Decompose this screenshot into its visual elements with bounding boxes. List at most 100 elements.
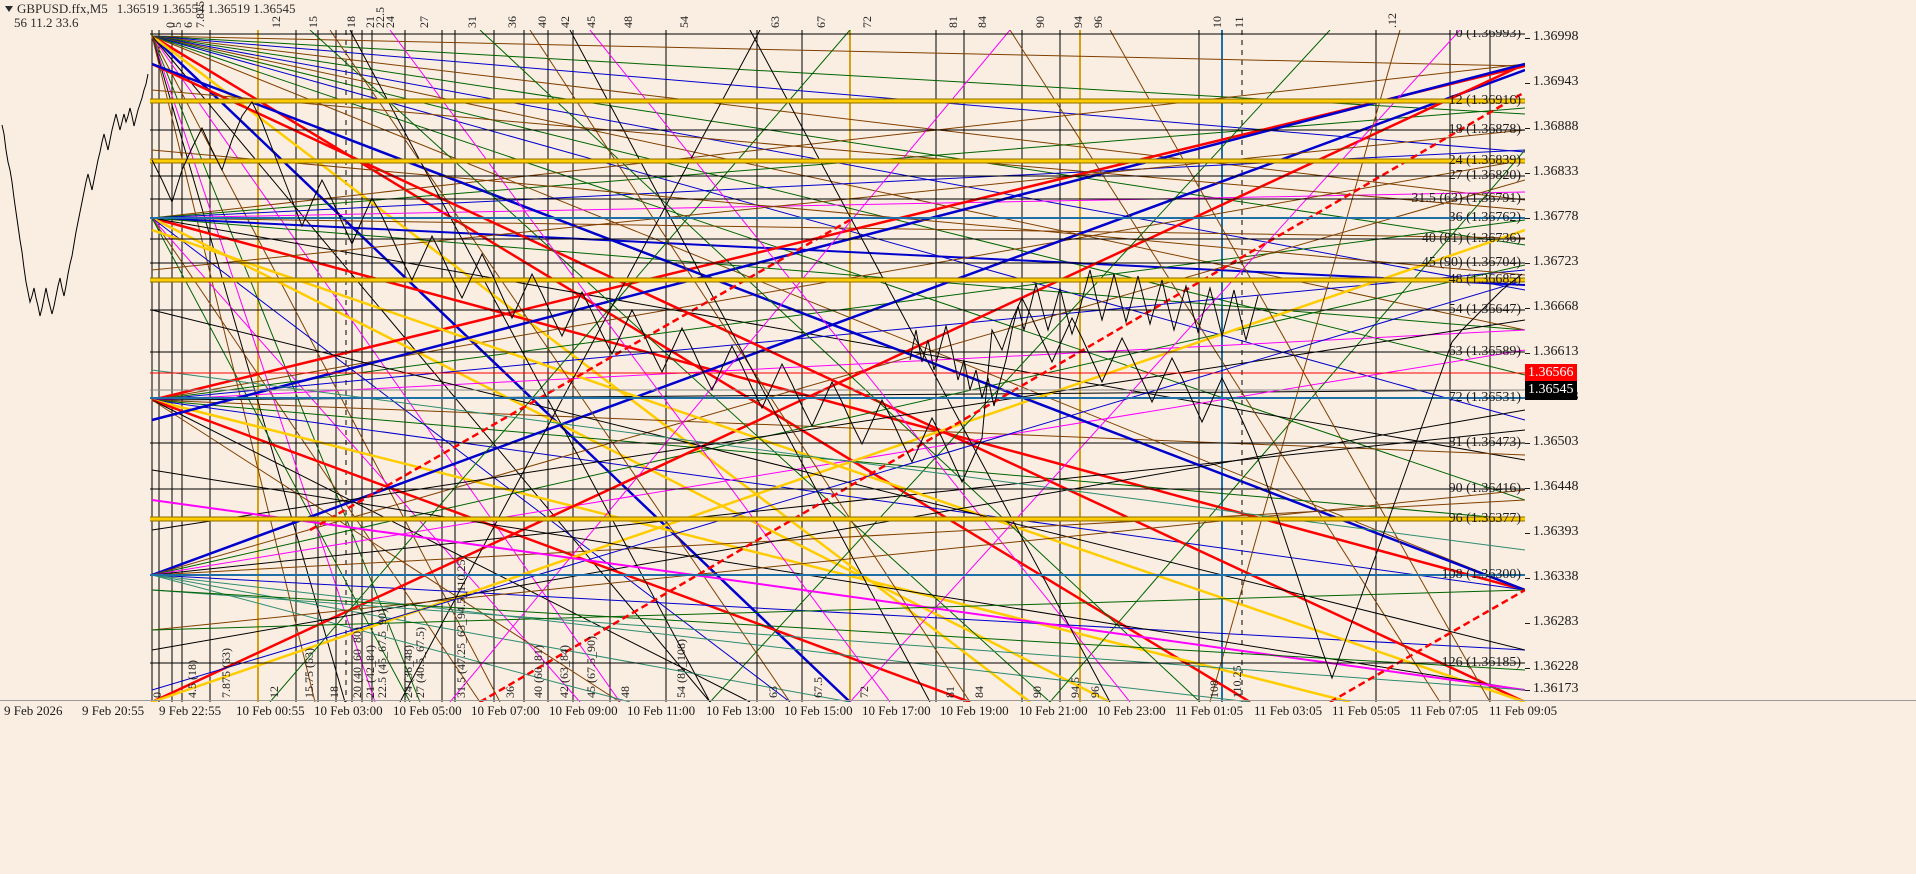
rotated-top-label: 72 xyxy=(860,16,874,28)
time-tick-label: 10 Feb 15:00 xyxy=(784,703,853,718)
level-label: 31.5 (63) (1.36791) xyxy=(1411,191,1521,206)
rotated-top-label: 96 xyxy=(1091,16,1105,28)
level-label: 18 (1.36878) xyxy=(1448,122,1521,137)
rotated-top-label: 63 xyxy=(768,16,782,28)
rotated-top-label: 15 xyxy=(306,16,320,28)
rotated-top-label: 12 xyxy=(269,16,283,28)
rotated-top-label: 7.875 xyxy=(193,1,207,28)
price-tick-mark xyxy=(1525,623,1530,624)
rotated-top-label: 84 xyxy=(975,16,989,28)
rotated-bottom-label: 110.25 xyxy=(1230,665,1244,698)
rotated-bottom-label: 31.5 (47.25_63_94.5_110.25) xyxy=(454,555,468,698)
time-tick-label: 11 Feb 07:05 xyxy=(1410,703,1479,718)
left-history-pane xyxy=(0,30,150,690)
level-label: 12 (1.36916) xyxy=(1448,93,1521,108)
price-tick-label: 1.36943 xyxy=(1533,74,1579,89)
rotated-bottom-label: 96 xyxy=(1088,686,1102,698)
left-price-sparkline xyxy=(1,73,149,317)
rotated-bottom-label: 27 (40.5_67.5) xyxy=(413,627,427,698)
level-label: 63 (1.36589) xyxy=(1448,344,1521,359)
time-tick-label: 10 Feb 03:00 xyxy=(314,703,383,718)
rotated-bottom-label: 12 xyxy=(267,686,281,698)
level-label: 27 (1.36820) xyxy=(1448,168,1521,183)
price-tick-mark xyxy=(1525,308,1530,309)
rotated-bottom-label: 94.5 xyxy=(1068,677,1082,698)
price-tick-mark xyxy=(1525,690,1530,691)
price-tick-mark xyxy=(1525,173,1530,174)
price-tick-label: 1.36228 xyxy=(1533,659,1579,674)
symbol-label: GBPUSD.ffx,M5 xyxy=(17,1,108,16)
rotated-top-label: 90 xyxy=(1033,16,1047,28)
time-tick-label: 10 Feb 07:00 xyxy=(471,703,540,718)
price-axis[interactable]: 1.36998 1.36943 1.36888 1.36833 1.36778 1.367… xyxy=(1525,0,1916,718)
time-tick-label: 11 Feb 05:05 xyxy=(1332,703,1401,718)
price-tick-label: 1.36613 xyxy=(1533,344,1579,359)
time-tick-label: 9 Feb 2026 xyxy=(4,703,63,718)
level-label: 108 (1.36300) xyxy=(1441,567,1521,582)
rotated-bottom-label: 22.5 (45_67.5_90) xyxy=(375,609,389,698)
rotated-top-label: 94 xyxy=(1071,16,1085,28)
time-tick-label: 10 Feb 19:00 xyxy=(940,703,1009,718)
rotated-bottom-label: 48 xyxy=(618,686,632,698)
plot-svg xyxy=(150,30,1525,702)
price-tick-mark xyxy=(1525,218,1530,219)
time-tick-label: 10 Feb 23:00 xyxy=(1097,703,1166,718)
rotated-bottom-label: 15.75 (63) xyxy=(302,648,316,698)
triangle-down-icon[interactable] xyxy=(5,6,13,13)
time-axis[interactable]: 9 Feb 2026 9 Feb 20:55 9 Feb 22:55 10 Feb 0… xyxy=(0,700,1916,726)
rotated-bottom-label: 45 (67.5_90) xyxy=(584,636,598,698)
rotated-top-label: .12 xyxy=(1385,13,1399,28)
price-series xyxy=(151,101,1523,680)
price-tick-mark xyxy=(1525,668,1530,669)
time-tick-label: 10 Feb 05:00 xyxy=(393,703,462,718)
rotated-top-label: 10 xyxy=(1210,16,1224,28)
rotated-top-label: 67 xyxy=(814,16,828,28)
ask-price-tag: 1.36545 xyxy=(1525,381,1577,400)
horizontal-levels xyxy=(150,33,1525,664)
price-tick-label: 1.36448 xyxy=(1533,479,1579,494)
level-label: 126 (1.36185) xyxy=(1441,655,1521,670)
price-series-detail xyxy=(909,269,1259,407)
price-tick-mark xyxy=(1525,578,1530,579)
price-plot-area[interactable]: 0 (1.36993) 12 (1.36916) 18 (1.36878) 24 (1… xyxy=(150,30,1525,702)
level-label: 45 (90) (1.36704) xyxy=(1421,255,1521,270)
price-tick-mark xyxy=(1525,38,1530,39)
price-tick-label: 1.36778 xyxy=(1533,209,1579,224)
level-label: 0 (1.36993) xyxy=(1455,30,1521,41)
time-tick-label: 10 Feb 11:00 xyxy=(627,703,696,718)
price-tick-mark xyxy=(1525,533,1530,534)
time-tick-label: 10 Feb 21:00 xyxy=(1019,703,1088,718)
price-tick-label: 1.36283 xyxy=(1533,614,1579,629)
time-tick-label: 10 Feb 00:55 xyxy=(236,703,305,718)
price-tick-label: 1.36998 xyxy=(1533,29,1579,44)
rotated-top-label: 27 xyxy=(417,16,431,28)
time-tick-label: 11 Feb 03:05 xyxy=(1254,703,1323,718)
price-tick-label: 1.36888 xyxy=(1533,119,1579,134)
level-label: 24 (1.36839) xyxy=(1448,153,1521,168)
rotated-bottom-label: 18 xyxy=(327,686,341,698)
rotated-bottom-label: 36 xyxy=(503,686,517,698)
price-tick-label: 1.36173 xyxy=(1533,681,1579,696)
level-label: 96 (1.36377) xyxy=(1448,511,1521,526)
time-axis-line xyxy=(0,700,1916,701)
rotated-top-label: 11 xyxy=(1232,16,1246,28)
time-tick-label: 10 Feb 17:00 xyxy=(862,703,931,718)
level-label: 90 (1.36416) xyxy=(1448,481,1521,496)
price-tick-mark xyxy=(1525,353,1530,354)
trend-lines xyxy=(151,30,1525,702)
level-label: 40 (81) (1.36736) xyxy=(1421,231,1521,246)
rotated-top-label: 24 xyxy=(383,16,397,28)
rotated-bottom-label: 84 xyxy=(972,686,986,698)
rotated-top-label: 40 xyxy=(535,16,549,28)
time-tick-label: 10 Feb 09:00 xyxy=(549,703,618,718)
time-tick-label: 9 Feb 22:55 xyxy=(159,703,222,718)
rotated-bottom-label: 72 xyxy=(857,686,871,698)
rotated-top-labels: 0 5 6 7.875 12 15 18 21 22.5 24 27 31 36 40 42 45 48 54 63… xyxy=(150,0,1525,30)
rotated-top-label: 42 xyxy=(558,16,572,28)
rotated-bottom-label: 108 xyxy=(1207,680,1221,698)
rotated-top-label: 31 xyxy=(465,16,479,28)
rotated-top-label: 81 xyxy=(946,16,960,28)
price-tick-mark xyxy=(1525,443,1530,444)
rotated-bottom-label: 42 (63_84) xyxy=(557,645,571,698)
